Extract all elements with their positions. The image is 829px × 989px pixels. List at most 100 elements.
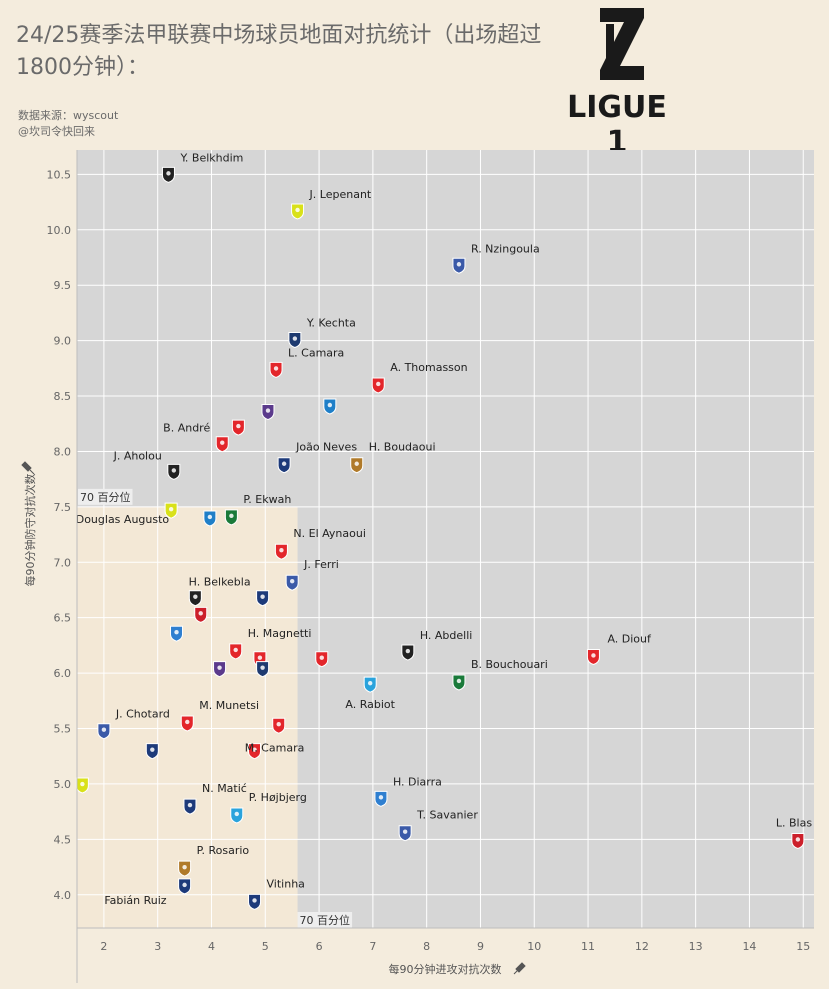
data-point	[178, 860, 192, 877]
point-label: Y. Kechta	[306, 317, 356, 330]
source-line: 数据来源：wyscout	[18, 109, 119, 122]
pin-icon	[21, 461, 35, 475]
badge-center	[166, 171, 171, 176]
data-point	[224, 509, 238, 526]
data-point	[230, 807, 244, 824]
data-point	[791, 832, 805, 849]
x-tick-label: 13	[689, 940, 703, 953]
badge-center	[252, 898, 257, 903]
y-tick-label: 6.0	[54, 667, 72, 680]
point-label: T. Savanier	[416, 809, 478, 822]
badge-center	[376, 381, 381, 387]
data-point	[374, 790, 388, 807]
reference-label-bg	[78, 488, 133, 505]
badge-center	[207, 514, 213, 520]
data-point	[145, 743, 159, 760]
point-label: J. Lepenant	[309, 188, 372, 201]
badge-center	[187, 802, 193, 808]
data-point	[231, 419, 245, 436]
badge-center	[260, 665, 265, 670]
point-label: Y. Belkhdim	[179, 151, 243, 164]
x-tick-label: 14	[742, 940, 756, 953]
pin-icon	[513, 962, 526, 975]
point-label: A. Thomasson	[390, 361, 467, 374]
data-point	[229, 643, 243, 660]
point-label: A. Rabiot	[345, 698, 395, 711]
ligue1-emblem-icon	[600, 8, 644, 80]
badge-center	[456, 678, 462, 684]
badge-center	[233, 647, 238, 653]
x-tick-label: 12	[635, 940, 649, 953]
data-point	[261, 404, 275, 421]
badge-center	[252, 747, 257, 752]
data-point	[288, 332, 302, 349]
point-label: H. Diarra	[393, 775, 442, 788]
badge-center	[281, 461, 287, 466]
y-tick-label: 6.5	[54, 612, 72, 625]
data-point	[203, 510, 217, 527]
point-label: J. Ferri	[303, 558, 339, 571]
x-tick-label: 15	[796, 940, 810, 953]
data-point	[194, 606, 208, 623]
point-label: H. Boudaoui	[369, 441, 436, 454]
data-point	[180, 715, 194, 732]
badge-center	[402, 829, 408, 834]
y-tick-label: 4.5	[54, 833, 72, 846]
badge-center	[150, 747, 155, 752]
y-tick-label: 5.0	[54, 778, 72, 791]
y-tick-label: 5.5	[54, 723, 72, 736]
data-point	[272, 717, 286, 734]
badge-center	[319, 655, 324, 660]
y-axis-title: 每90分钟防守对抗次数	[23, 474, 37, 587]
data-point	[75, 777, 89, 794]
data-point	[213, 661, 227, 678]
x-axis-title: 每90分钟进攻对抗次数	[389, 962, 502, 976]
y-tick-label: 8.5	[54, 390, 72, 403]
badge-center	[174, 630, 179, 635]
data-point	[350, 457, 364, 474]
y-tick-label: 7.0	[54, 556, 72, 569]
reference-label-bg	[297, 912, 353, 928]
badge-center	[354, 461, 359, 466]
point-label: M. Camara	[245, 742, 305, 755]
point-label: Fabián Ruiz	[104, 894, 166, 907]
y-tick-label: 10.0	[47, 224, 72, 237]
badge-center	[168, 506, 174, 512]
data-point	[215, 436, 229, 453]
point-label: P. Ekwah	[243, 493, 291, 506]
badge-center	[378, 795, 384, 800]
badge-center	[279, 547, 284, 553]
badge-center	[327, 402, 333, 408]
badge-center	[295, 207, 300, 213]
data-point	[269, 361, 283, 378]
data-point	[178, 878, 192, 895]
data-point	[97, 723, 111, 740]
y-reference-label: 70 百分位	[80, 490, 131, 504]
badge-center	[80, 781, 85, 787]
point-label: N. Matić	[202, 782, 247, 795]
x-tick-label: 3	[154, 940, 161, 953]
data-point	[170, 625, 184, 642]
badge-center	[265, 408, 271, 413]
data-point	[188, 590, 202, 607]
data-point	[256, 590, 270, 607]
badge-center	[234, 811, 239, 817]
data-point	[398, 825, 412, 842]
point-label: A. Diouf	[607, 632, 652, 645]
badge-center	[198, 611, 203, 616]
point-label: N. El Aynaoui	[293, 527, 365, 540]
data-point	[323, 398, 337, 415]
x-tick-label: 9	[477, 940, 484, 953]
badge-center	[217, 665, 222, 670]
x-tick-label: 6	[316, 940, 323, 953]
badge-center	[236, 423, 241, 429]
y-tick-label: 4.0	[54, 889, 72, 902]
x-tick-label: 7	[369, 940, 376, 953]
data-point	[291, 203, 305, 220]
y-tick-label: 8.0	[54, 445, 72, 458]
badge-center	[276, 721, 281, 727]
data-point	[452, 674, 466, 691]
data-point	[401, 644, 415, 661]
badge-center	[260, 594, 265, 599]
